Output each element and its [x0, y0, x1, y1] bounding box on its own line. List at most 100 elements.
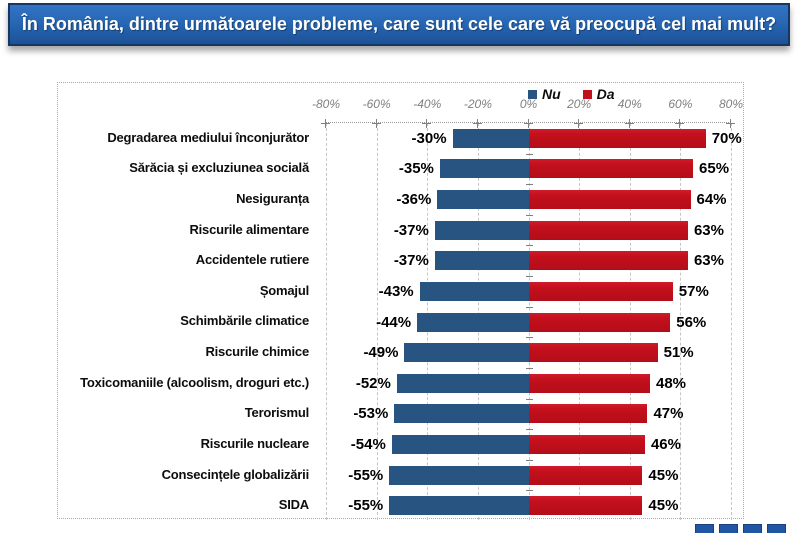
category-label: Degradarea mediului înconjurător: [107, 129, 309, 145]
axis-plus-icon: [624, 119, 634, 128]
row-tick-icon: [525, 490, 533, 492]
row-tick-icon: [525, 276, 533, 278]
bar-da: [528, 281, 673, 301]
x-tick-label: -80%: [311, 97, 341, 111]
bar-nu: [439, 159, 529, 179]
footer-page-squares: [695, 524, 786, 533]
bar-da: [528, 220, 688, 240]
value-label-nu: -43%: [378, 282, 414, 300]
bar-nu: [417, 312, 529, 332]
footer-square: [719, 524, 738, 533]
gridline: [680, 123, 682, 520]
value-label-da: 48%: [656, 374, 687, 392]
category-label: Consecințele globalizării: [161, 466, 310, 482]
value-label-nu: -55%: [348, 497, 384, 515]
value-label-nu: -36%: [396, 191, 432, 209]
bar-nu: [419, 281, 529, 301]
value-label-da: 57%: [678, 282, 709, 300]
legend-label: Da: [596, 86, 615, 102]
value-label-nu: -52%: [355, 374, 391, 392]
chart-area: Nu Da -80% -60% -40% -20% 0% 20% 40% 60% 80% -30% 7…: [57, 82, 744, 520]
axis-plus-icon: [371, 119, 381, 128]
row-tick-icon: [525, 245, 533, 247]
category-label: Nesiguranța: [236, 191, 309, 207]
axis-plus-icon: [675, 119, 685, 128]
bar-nu: [434, 251, 529, 271]
value-label-da: 45%: [648, 466, 679, 484]
footer-square: [743, 524, 762, 533]
bar-nu: [396, 373, 529, 393]
value-label-da: 70%: [711, 129, 742, 147]
legend-label: Nu: [542, 86, 561, 102]
bar-da: [528, 434, 645, 454]
value-label-da: 63%: [693, 252, 724, 270]
value-label-nu: -35%: [398, 160, 434, 178]
page-title: În România, dintre următoarele probleme,…: [21, 14, 777, 34]
category-label: Riscurile chimice: [205, 344, 309, 360]
category-label: Toxicomaniile (alcoolism, droguri etc.): [80, 374, 309, 390]
category-label: SIDA: [278, 497, 309, 513]
gridline: [731, 123, 732, 520]
value-label-da: 65%: [699, 160, 730, 178]
category-label: Sărăcia și excluziunea socială: [129, 160, 309, 176]
bar-da: [528, 373, 650, 393]
legend-item: Da: [582, 86, 615, 102]
value-label-da: 56%: [676, 313, 707, 331]
footer-square: [695, 524, 714, 533]
bar-nu: [434, 220, 529, 240]
chart-legend: Nu Da: [528, 86, 615, 102]
bar-da: [528, 312, 671, 332]
row-tick-icon: [525, 153, 533, 155]
value-label-nu: -55%: [348, 466, 384, 484]
gridline: [326, 123, 327, 520]
axis-plus-icon: [726, 119, 735, 128]
bar-da: [528, 159, 694, 179]
row-tick-icon: [525, 214, 533, 216]
value-label-nu: -44%: [376, 313, 412, 331]
category-label: Șomajul: [259, 282, 309, 298]
bar-nu: [389, 465, 529, 485]
row-tick-icon: [525, 337, 533, 339]
value-label-da: 51%: [663, 344, 694, 362]
value-label-nu: -30%: [411, 129, 447, 147]
bar-da: [528, 496, 643, 516]
x-tick-label: 80%: [718, 97, 744, 111]
x-tick-label: 0%: [519, 97, 538, 111]
row-tick-icon: [525, 459, 533, 461]
legend-swatch-icon: [582, 89, 592, 99]
axis-plus-icon: [422, 119, 432, 128]
bar-nu: [437, 190, 529, 210]
value-label-nu: -37%: [393, 252, 429, 270]
value-label-nu: -49%: [363, 344, 399, 362]
plot-area: -80% -60% -40% -20% 0% 20% 40% 60% 80% -30% 70% -35…: [312, 97, 743, 520]
row-tick-icon: [525, 184, 533, 186]
title-bar: În România, dintre următoarele probleme,…: [8, 3, 790, 46]
value-label-da: 46%: [650, 435, 681, 453]
bar-da: [528, 190, 691, 210]
category-label: Accidentele rutiere: [195, 252, 309, 268]
footer-square: [767, 524, 786, 533]
bar-da: [528, 343, 658, 363]
bar-nu: [389, 496, 529, 516]
bar-da: [528, 404, 648, 424]
value-label-da: 45%: [648, 497, 679, 515]
row-tick-icon: [525, 398, 533, 400]
x-tick-label: 60%: [668, 97, 693, 111]
row-tick-icon: [525, 367, 533, 369]
row-tick-icon: [525, 429, 533, 431]
gridline: [376, 123, 378, 520]
bar-da: [528, 251, 688, 271]
bar-da: [528, 128, 706, 148]
value-label-nu: -53%: [353, 405, 389, 423]
axis-plus-icon: [523, 119, 533, 128]
bar-da: [528, 465, 643, 485]
axis-plus-icon: [574, 119, 584, 128]
legend-swatch-icon: [528, 89, 537, 99]
x-tick-label: -20%: [463, 97, 492, 111]
bar-nu: [394, 404, 529, 424]
value-label-da: 64%: [696, 191, 727, 209]
value-label-da: 63%: [693, 221, 724, 239]
category-label: Riscurile nucleare: [200, 435, 310, 451]
bar-nu: [404, 343, 529, 363]
